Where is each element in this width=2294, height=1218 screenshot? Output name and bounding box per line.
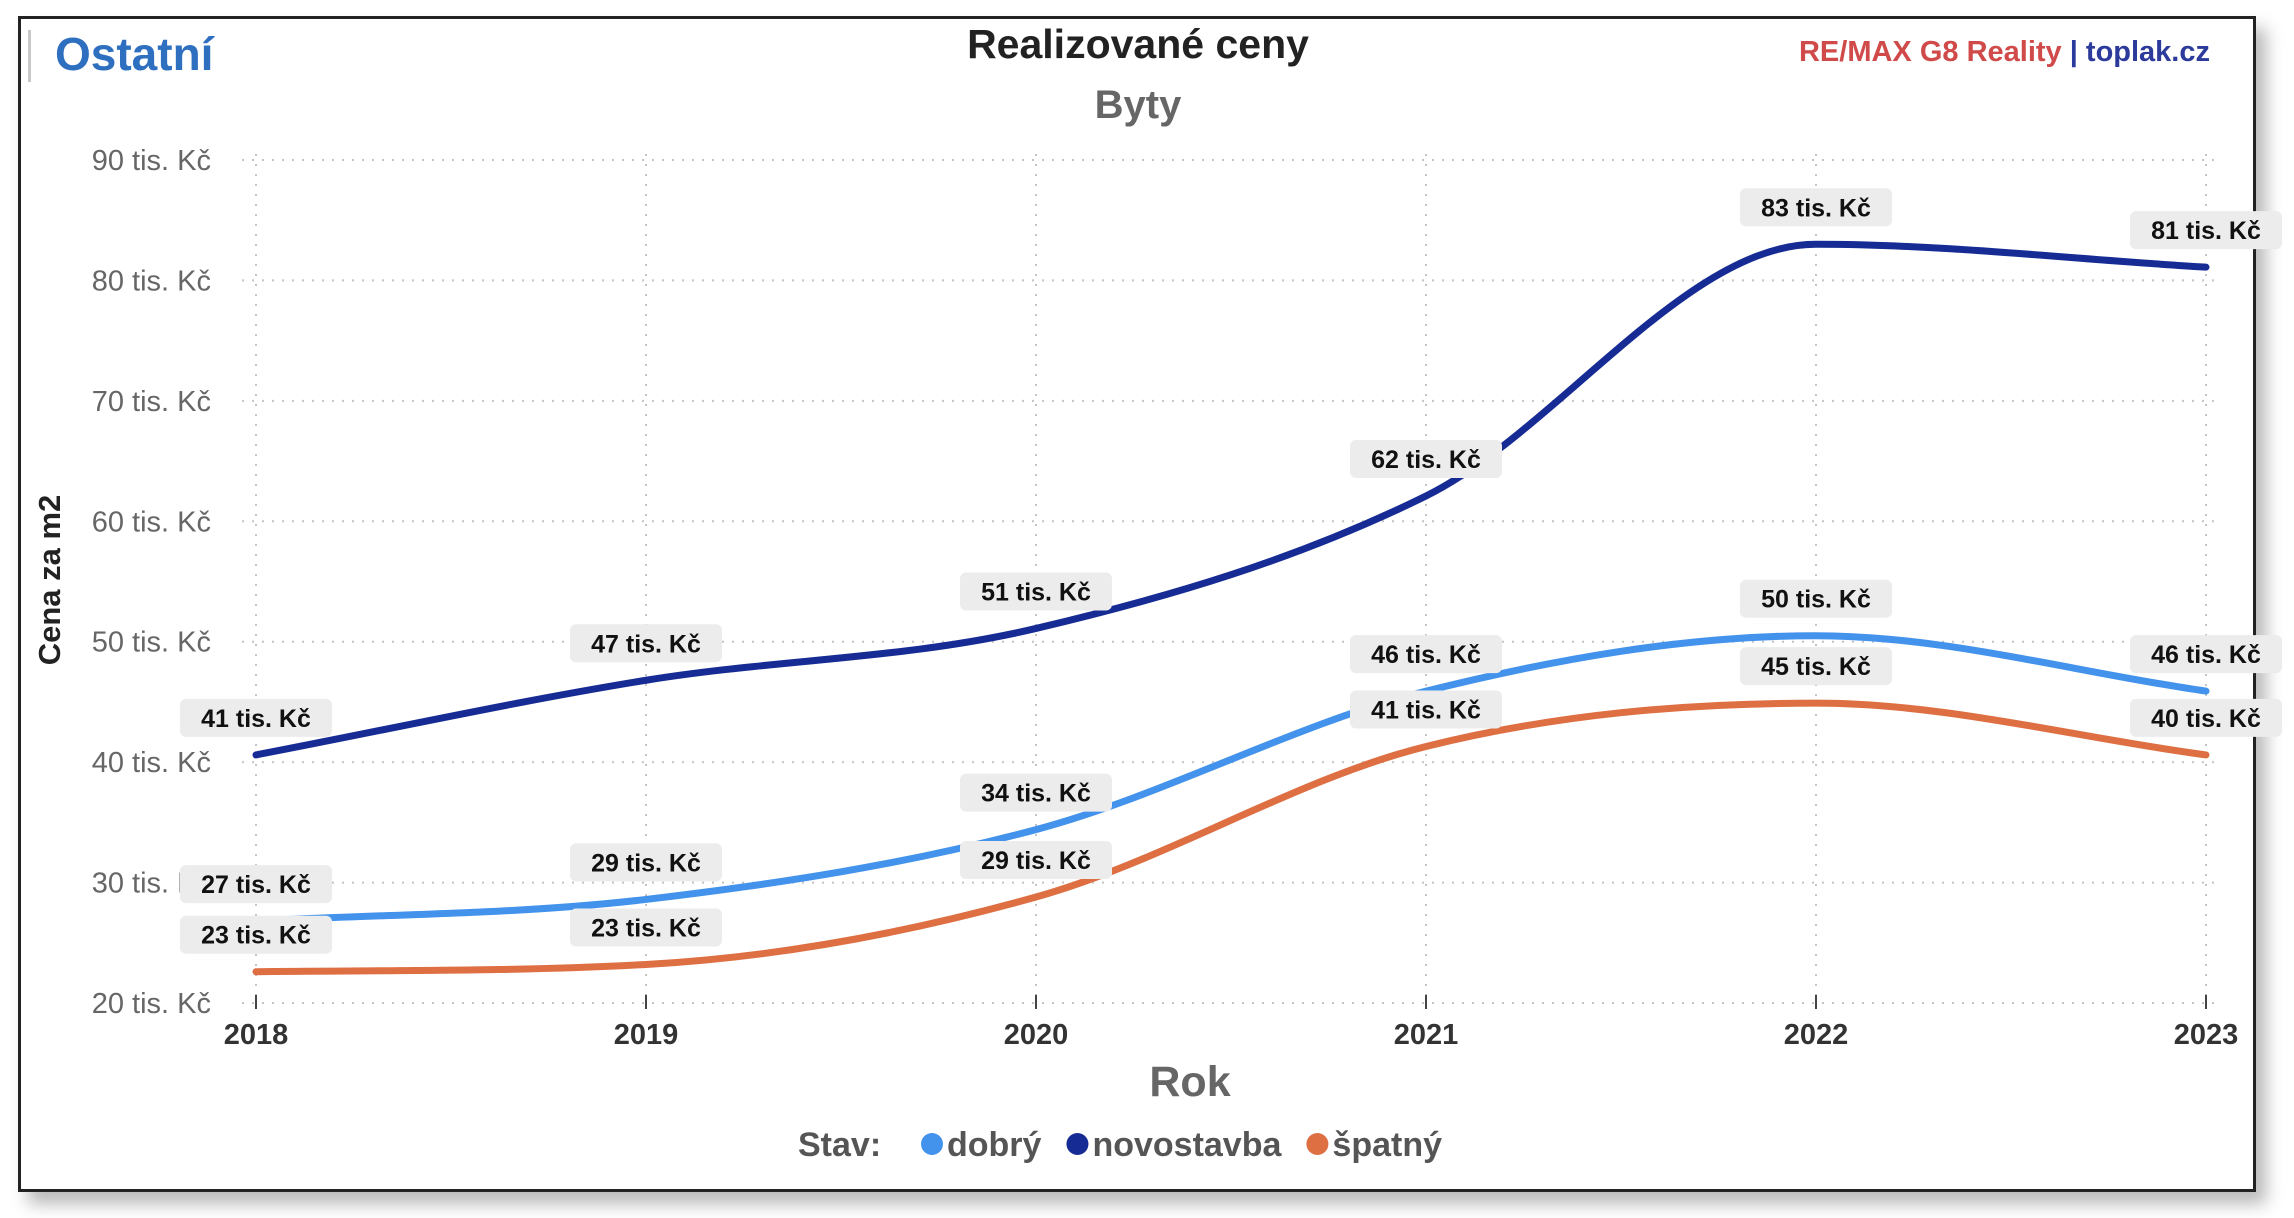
y-axis-label: Cena za m2 (32, 495, 67, 666)
chart-title: Realizované ceny (967, 21, 1309, 67)
data-label-dobrý: 46 tis. Kč (2130, 635, 2282, 674)
data-label-box (1350, 690, 1502, 729)
data-label-box (180, 915, 332, 954)
x-tick-label: 2018 (224, 1019, 289, 1051)
series-lines (252, 240, 2210, 976)
chart-subtitle: Byty (1095, 83, 1182, 127)
legend-marker (1066, 1133, 1089, 1155)
x-tick-label: 2021 (1394, 1019, 1459, 1051)
data-label-špatný: 23 tis. Kč (570, 908, 722, 947)
data-label-box (570, 908, 722, 947)
legend-item-novostavba[interactable]: novostavba (1066, 1126, 1282, 1164)
data-label-špatný: 45 tis. Kč (1740, 647, 1892, 686)
data-label-box (570, 843, 722, 882)
data-label-novostavba: 41 tis. Kč (180, 698, 332, 737)
x-tick-label: 2019 (614, 1019, 679, 1051)
data-label-text: 47 tis. Kč (591, 630, 701, 658)
data-label-box (2130, 635, 2282, 674)
data-label-text: 45 tis. Kč (1761, 653, 1871, 681)
data-label-text: 40 tis. Kč (2151, 705, 2261, 733)
x-axis-ticks: 2018 2019 2020 2021 2022 2023 (224, 995, 2239, 1051)
data-label-box (1350, 635, 1502, 674)
data-label-box (180, 698, 332, 737)
data-label-box (570, 624, 722, 663)
data-label-dobrý: 29 tis. Kč (570, 843, 722, 882)
legend-label: novostavba (1092, 1126, 1282, 1164)
data-label-text: 83 tis. Kč (1761, 194, 1871, 222)
data-label-box (2130, 211, 2282, 250)
series-line-novostavba[interactable] (252, 240, 2210, 759)
section-accent-bar (28, 30, 31, 82)
legend-item-dobrý[interactable]: dobrý (921, 1126, 1042, 1164)
data-label-box (960, 572, 1112, 611)
data-label-text: 50 tis. Kč (1761, 586, 1871, 614)
legend-label: špatný (1332, 1126, 1442, 1164)
data-label-text: 81 tis. Kč (2151, 217, 2261, 245)
legend-marker (1306, 1133, 1329, 1155)
y-tick-label: 50 tis. Kč (92, 627, 211, 659)
data-label-box (960, 773, 1112, 812)
data-label-text: 46 tis. Kč (2151, 641, 2261, 669)
y-tick-label: 20 tis. Kč (92, 988, 211, 1020)
data-label-text: 51 tis. Kč (981, 578, 1091, 606)
data-label-špatný: 40 tis. Kč (2130, 698, 2282, 737)
legend-item-špatný[interactable]: špatný (1306, 1126, 1442, 1164)
data-label-box (960, 841, 1112, 880)
data-label-box (1740, 579, 1892, 618)
x-tick-label: 2023 (2174, 1019, 2239, 1051)
data-label-novostavba: 83 tis. Kč (1740, 188, 1892, 227)
legend-title: Stav: (798, 1126, 881, 1164)
data-label-text: 29 tis. Kč (591, 849, 701, 877)
data-label-špatný: 23 tis. Kč (180, 915, 332, 954)
brand-credit[interactable]: RE/MAX G8 Reality | toplak.cz (1799, 32, 2210, 72)
y-tick-label: 90 tis. Kč (92, 145, 211, 177)
data-label-špatný: 41 tis. Kč (1350, 690, 1502, 729)
data-label-text: 34 tis. Kč (981, 780, 1091, 808)
y-tick-label: 70 tis. Kč (92, 386, 211, 418)
data-label-text: 62 tis. Kč (1371, 446, 1481, 474)
legend-marker (921, 1133, 943, 1155)
data-label-box (2130, 698, 2282, 737)
y-tick-label: 40 tis. Kč (92, 747, 211, 779)
data-label-text: 23 tis. Kč (201, 922, 311, 950)
data-label-box (1740, 647, 1892, 686)
data-label-novostavba: 51 tis. Kč (960, 572, 1112, 611)
y-tick-label: 60 tis. Kč (92, 506, 211, 538)
data-labels: 27 tis. Kč 29 tis. Kč 34 tis. Kč 46 tis. Kč… (180, 188, 2282, 954)
data-label-text: 41 tis. Kč (201, 705, 311, 733)
data-label-box (180, 865, 332, 904)
legend: Stav: dobrý novostavba špatný (798, 1126, 1442, 1164)
data-label-text: 29 tis. Kč (981, 847, 1091, 875)
data-label-box (1350, 439, 1502, 478)
data-label-novostavba: 81 tis. Kč (2130, 211, 2282, 250)
data-label-text: 46 tis. Kč (1371, 641, 1481, 669)
brand-remax: RE/MAX G8 Reality (1798, 36, 2062, 68)
x-tick-label: 2022 (1784, 1019, 1849, 1051)
data-label-dobrý: 50 tis. Kč (1740, 579, 1892, 618)
brand-separator: | (2061, 36, 2086, 68)
series-line-špatný[interactable] (252, 699, 2210, 976)
data-label-dobrý: 34 tis. Kč (960, 773, 1112, 812)
series-line-dobrý[interactable] (252, 632, 2210, 925)
section-title: Ostatní (55, 28, 214, 80)
y-tick-label: 80 tis. Kč (92, 265, 211, 297)
data-label-novostavba: 62 tis. Kč (1350, 439, 1502, 478)
data-label-box (1740, 188, 1892, 227)
x-axis-label: Rok (1149, 1058, 1230, 1106)
grid-lines (242, 154, 2220, 1004)
data-label-dobrý: 27 tis. Kč (180, 865, 332, 904)
data-label-text: 23 tis. Kč (591, 914, 701, 942)
brand-toplak-link[interactable]: toplak.cz (2085, 36, 2210, 68)
legend-label: dobrý (947, 1126, 1042, 1164)
data-label-text: 27 tis. Kč (201, 871, 311, 899)
data-label-špatný: 29 tis. Kč (960, 841, 1112, 880)
x-tick-label: 2020 (1004, 1019, 1069, 1051)
data-label-dobrý: 46 tis. Kč (1350, 635, 1502, 674)
data-label-text: 41 tis. Kč (1371, 696, 1481, 724)
data-label-novostavba: 47 tis. Kč (570, 624, 722, 663)
